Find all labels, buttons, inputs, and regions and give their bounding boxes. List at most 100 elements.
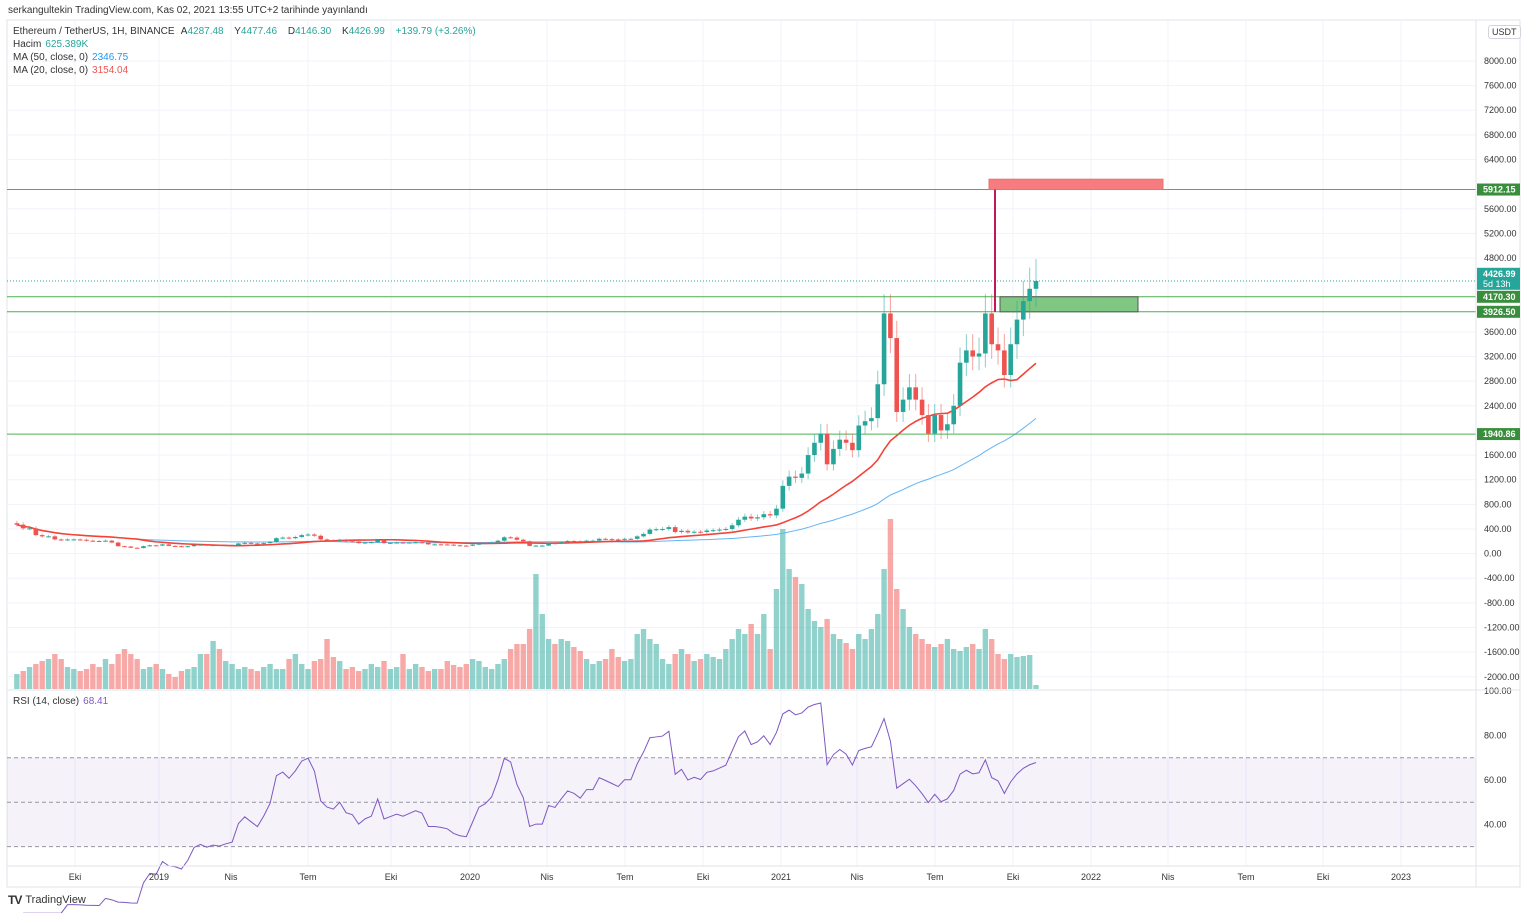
time-label: 2023 [1391,872,1411,882]
candle-body [255,543,260,545]
candle-body [527,541,532,546]
candle-body [907,387,912,400]
volume-bar [45,659,52,689]
candle-body [96,540,102,542]
open-value: 4287.48 [187,26,224,37]
volume-bar [976,649,982,689]
chart-border [6,19,1521,888]
high-label: Y [234,26,241,37]
volume-bar [438,669,444,689]
candle-body [46,536,51,538]
symbol-legend[interactable]: Ethereum / TetherUS, 1H, BINANCE A4287.4… [13,26,480,37]
volume-bar [653,644,659,689]
horizontal-levels[interactable] [7,178,1476,435]
volume-bar [533,574,539,689]
volume-bar [944,639,951,689]
ma20-value: 3154.04 [92,65,129,76]
volume-bar [754,634,761,689]
candle-body [945,424,950,431]
candle-body [546,543,551,546]
candle-body [508,537,513,539]
time-label: Eki [69,872,82,882]
volume-bar [704,654,710,689]
candle-body [685,530,691,533]
ma50-legend[interactable]: MA (50, close, 0) 2346.75 [13,52,132,63]
volume-bar [659,659,666,689]
volume-bar [242,667,248,689]
candle-body [204,544,210,546]
price-axis[interactable]: 8000.00 7600.00 7200.00 6800.00 6400.00 5600.… [1477,56,1520,829]
volume-bar [299,664,305,689]
candle-body [729,525,735,529]
volume-bar [837,639,843,689]
volume-bar [39,661,45,689]
candle-body [875,384,881,419]
candle-body [1008,344,1013,376]
volume-bar [539,614,545,689]
rsi-legend[interactable]: RSI (14, close) 68.41 [13,696,112,707]
candle-body [1033,280,1039,289]
volume-bar [906,627,913,689]
candle-body [628,538,634,540]
volume-bar [71,669,77,689]
candle-body [850,442,855,451]
candle-body [261,543,267,545]
entry-zone [999,296,1139,313]
candle-body [318,535,324,540]
candle-body [77,539,83,541]
candle-body [983,313,988,354]
candle-body [350,541,355,543]
time-label: Nis [851,872,864,882]
candle-body [748,516,754,519]
candle-body [495,540,501,543]
tradingview-logo[interactable]: TV TradingView [8,893,86,907]
currency-button[interactable]: USDT [1488,25,1521,39]
volume-bar [792,577,799,689]
brand-name: TradingView [25,894,86,906]
volume-bar [431,669,438,689]
candle-body [128,546,134,548]
volume-bar [457,667,463,689]
volume-bar [1007,654,1014,689]
volume-bar [767,649,773,689]
volume-bar [64,667,71,689]
price-tick: 400.00 [1484,524,1512,534]
ma20-legend[interactable]: MA (20, close, 0) 3154.04 [13,65,132,76]
volume-bar [520,644,526,689]
volume-bar [261,667,267,689]
level-price-label-bg [1477,183,1520,196]
ma20-line [16,362,1037,547]
volume-bar [925,644,932,689]
price-tick: -2000.00 [1484,672,1520,682]
price-tick: 5200.00 [1484,228,1517,238]
candle-body [717,529,722,531]
time-label: 2022 [1081,872,1101,882]
volume-bar [90,664,96,689]
price-tick: 5600.00 [1484,204,1517,214]
candle-body [862,421,868,426]
candle-body [660,528,665,530]
candle-body [584,540,589,542]
volume-bar [1020,656,1027,689]
volume-bar [292,654,299,689]
level-price-label: 5912.15 [1483,185,1516,195]
candle-body [153,545,159,547]
candle-body [976,353,982,357]
volume-bar [558,639,564,689]
candle-body [305,534,311,536]
time-axis[interactable]: Eki 2019 Nis Tem Eki 2020 Nis Tem Eki 2021 Nis Tem E… [69,872,1411,882]
volume-legend[interactable]: Hacim 625.389K [13,39,92,50]
open-label: A [180,26,188,37]
price-tick: 7600.00 [1484,81,1517,91]
rsi-band [7,757,1476,847]
candle-body [191,544,197,547]
price-tick: 6800.00 [1484,130,1517,140]
candle-body [299,535,305,537]
volume-bar [159,669,166,689]
volume-label: Hacim [13,39,42,50]
candle-body [742,516,748,520]
last-price-label-bg [1477,267,1520,290]
volume-bar [121,649,128,689]
candle-body [514,537,520,540]
